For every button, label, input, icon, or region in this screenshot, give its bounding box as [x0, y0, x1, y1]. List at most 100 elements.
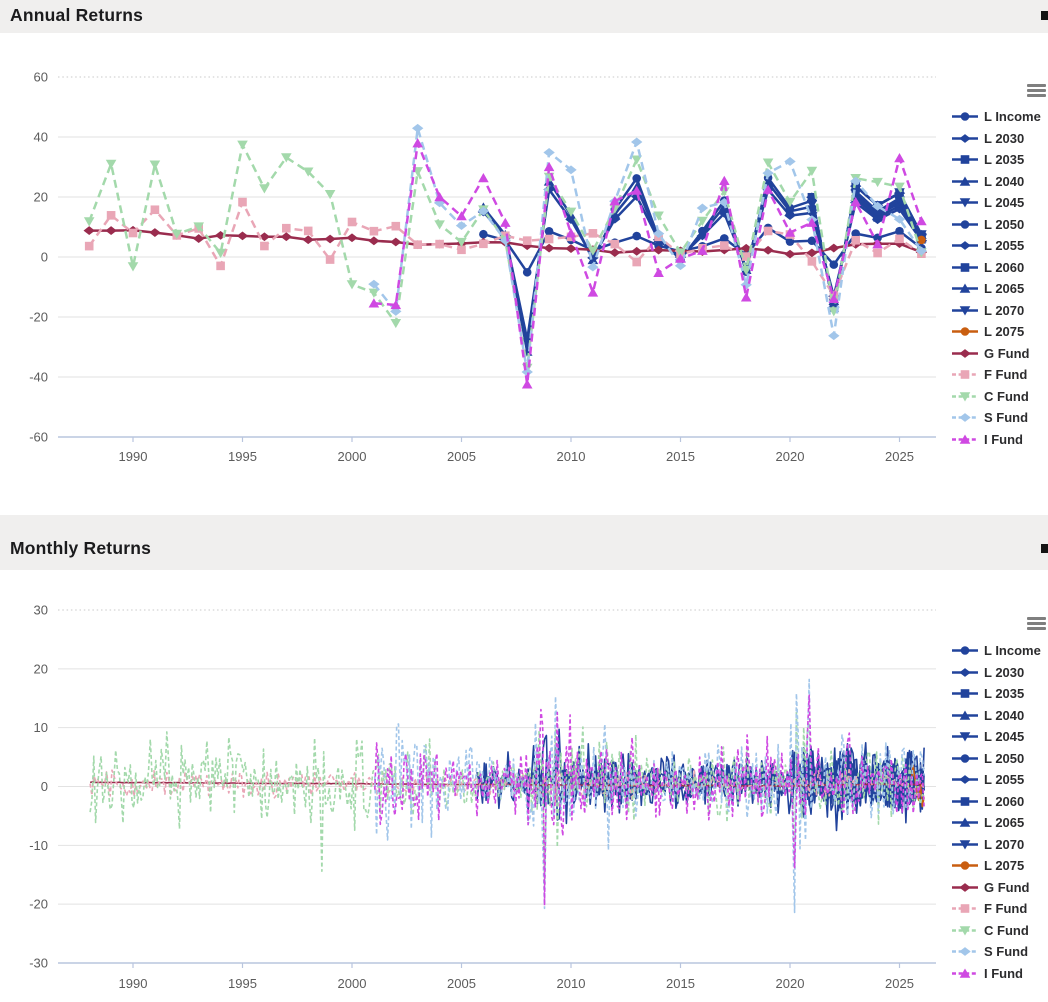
legend-item-l-2050[interactable]: L 2050	[951, 214, 1048, 236]
legend-shape-circle	[960, 861, 970, 871]
legend-item-f-fund[interactable]: F Fund	[951, 898, 1048, 920]
legend-label: L 2045	[984, 195, 1025, 211]
legend-shape-triangle-up	[959, 283, 971, 294]
legend-marker-l-2035	[952, 689, 978, 699]
legend-item-s-fund[interactable]: S Fund	[951, 941, 1048, 963]
series-marker-s-fund	[631, 137, 643, 147]
series-marker-f-fund	[522, 236, 532, 245]
legend-item-i-fund[interactable]: I Fund	[951, 429, 1048, 451]
legend-label: I Fund	[984, 431, 1023, 447]
legend-item-l-2075[interactable]: L 2075	[951, 855, 1048, 877]
series-marker-g-fund	[193, 234, 205, 243]
series-marker-f-fund	[128, 228, 138, 238]
series-marker-g-fund	[784, 249, 796, 259]
legend-item-l-2030[interactable]: L 2030	[951, 128, 1048, 150]
legend-label: L 2065	[984, 281, 1025, 297]
series-marker-s-fund	[565, 165, 577, 175]
legend-label: L 2075	[984, 324, 1025, 340]
legend-item-l-2040[interactable]: L 2040	[951, 705, 1048, 727]
series-line-i-fund	[374, 694, 925, 907]
series-marker-s-fund	[915, 246, 928, 256]
legend-item-l-2055[interactable]: L 2055	[951, 769, 1048, 791]
series-marker-g-fund	[83, 226, 95, 235]
legend-item-g-fund[interactable]: G Fund	[951, 343, 1048, 365]
legend-label: L 2050	[984, 216, 1025, 232]
legend-item-g-fund[interactable]: G Fund	[951, 877, 1048, 899]
legend-shape-circle	[960, 220, 970, 229]
series-marker-l-income	[851, 229, 860, 238]
series-marker-c-fund	[894, 182, 905, 192]
series-marker-g-fund	[631, 246, 643, 256]
series-marker-c-fund	[259, 184, 270, 194]
y-tick-label: 0	[41, 779, 48, 794]
series-marker-c-fund	[127, 262, 139, 272]
x-tick-label: 2000	[338, 976, 367, 991]
series-marker-c-fund	[456, 237, 467, 248]
legend-item-f-fund[interactable]: F Fund	[951, 364, 1048, 386]
y-tick-label: 30	[34, 603, 48, 618]
legend-item-s-fund[interactable]: S Fund	[951, 407, 1048, 429]
monthly-corner-icon[interactable]	[1041, 544, 1048, 553]
series-marker-c-fund	[215, 248, 226, 259]
series-marker-l-2075	[917, 235, 926, 245]
series-marker-l-2040	[609, 209, 621, 219]
legend-marker-g-fund	[952, 883, 978, 892]
legend-item-l-2060[interactable]: L 2060	[951, 791, 1048, 813]
series-marker-c-fund	[83, 217, 95, 227]
series-marker-s-fund	[674, 261, 687, 271]
legend-label: L 2035	[984, 686, 1025, 702]
series-marker-l-2050	[632, 174, 641, 183]
x-tick-label: 2020	[776, 976, 805, 991]
legend-item-c-fund[interactable]: C Fund	[951, 386, 1048, 408]
legend-item-l-2050[interactable]: L 2050	[951, 748, 1048, 770]
legend-item-l-2030[interactable]: L 2030	[951, 662, 1048, 684]
legend-item-l-2075[interactable]: L 2075	[951, 321, 1048, 343]
series-marker-f-fund	[347, 217, 357, 227]
legend-item-l-income[interactable]: L Income	[951, 106, 1048, 128]
legend-label: L 2055	[984, 238, 1025, 254]
x-tick-label: 2005	[447, 449, 476, 464]
series-marker-f-fund	[369, 226, 379, 236]
legend-item-l-2045[interactable]: L 2045	[951, 192, 1048, 214]
series-marker-l-2050	[785, 203, 795, 213]
annual-corner-icon[interactable]	[1041, 11, 1048, 20]
legend-shape-diamond	[959, 775, 971, 785]
legend-marker-f-fund	[952, 370, 978, 380]
series-marker-f-fund	[238, 197, 247, 207]
legend-item-l-2065[interactable]: L 2065	[951, 278, 1048, 300]
legend-item-l-2035[interactable]: L 2035	[951, 149, 1048, 171]
legend-label: S Fund	[984, 944, 1029, 960]
legend-item-c-fund[interactable]: C Fund	[951, 920, 1048, 942]
x-tick-label: 2015	[666, 449, 695, 464]
y-tick-label: -40	[29, 370, 48, 385]
legend-item-l-2040[interactable]: L 2040	[951, 171, 1048, 193]
legend-item-l-2035[interactable]: L 2035	[951, 683, 1048, 705]
legend-item-l-2070[interactable]: L 2070	[951, 834, 1048, 856]
legend-marker-l-2060	[952, 263, 978, 272]
legend-item-l-income[interactable]: L Income	[951, 640, 1048, 662]
y-tick-label: -10	[29, 838, 48, 853]
legend-item-i-fund[interactable]: I Fund	[951, 963, 1048, 985]
series-marker-s-fund	[784, 157, 796, 166]
legend-shape-triangle-down	[959, 198, 971, 208]
legend-item-l-2070[interactable]: L 2070	[951, 300, 1048, 322]
series-marker-s-fund	[455, 221, 468, 231]
series-marker-i-fund	[894, 153, 905, 163]
legend-item-l-2065[interactable]: L 2065	[951, 812, 1048, 834]
legend-marker-l-income	[952, 112, 978, 122]
legend-item-l-2055[interactable]: L 2055	[951, 235, 1048, 257]
monthly-chart-menu-button[interactable]	[1027, 617, 1046, 631]
x-tick-label: 2020	[776, 449, 805, 464]
legend-item-l-2045[interactable]: L 2045	[951, 726, 1048, 748]
legend-shape-triangle-down	[959, 840, 971, 850]
monthly-section-title: Monthly Returns	[10, 538, 152, 558]
legend-item-l-2060[interactable]: L 2060	[951, 257, 1048, 279]
hamburger-icon	[1027, 622, 1046, 626]
series-marker-g-fund	[346, 233, 358, 243]
series-marker-i-fund	[872, 239, 883, 249]
series-marker-i-fund	[456, 211, 467, 221]
legend-marker-l-2030	[952, 667, 978, 677]
legend-shape-square	[960, 155, 970, 165]
legend-shape-triangle-down	[959, 392, 971, 402]
annual-chart-menu-button[interactable]	[1027, 84, 1046, 98]
